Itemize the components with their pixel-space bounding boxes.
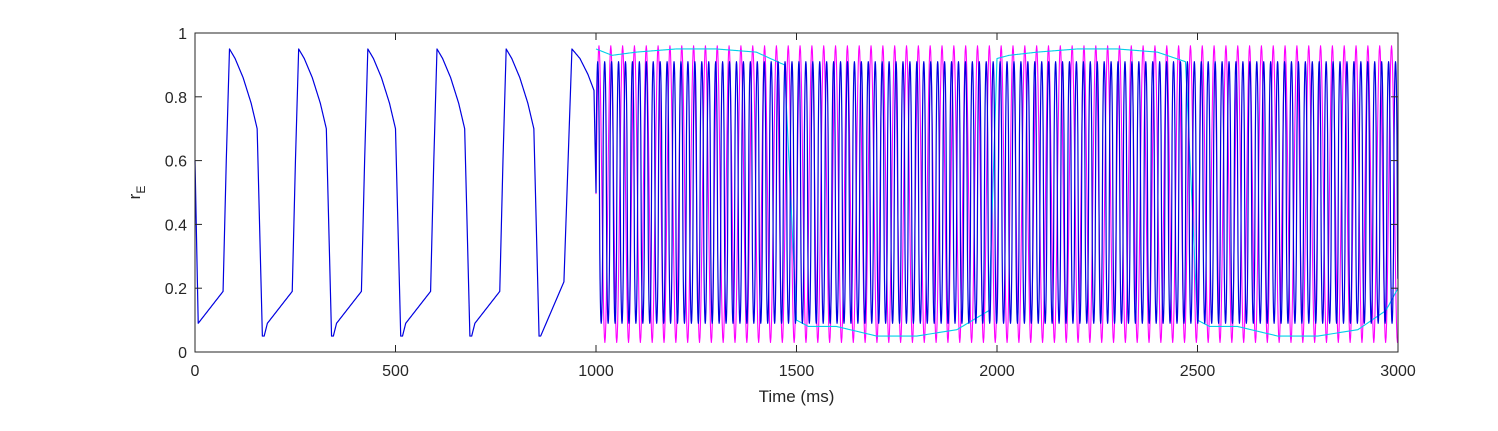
y-axis-label-subscript: E (134, 186, 148, 194)
x-axis-label: Time (ms) (759, 387, 835, 406)
y-tick-label: 0 (178, 345, 187, 362)
y-axis-label: rE (125, 186, 148, 200)
y-axis-label-main: r (125, 193, 144, 199)
x-tick-label: 1500 (779, 363, 815, 380)
x-tick-label: 1000 (578, 363, 614, 380)
y-ticks: 0 0.2 0.4 0.6 0.8 1 (165, 26, 1398, 362)
x-ticks: 0 500 1000 1500 2000 2500 3000 (191, 33, 1416, 380)
series-blue-line (194, 48, 1399, 337)
x-tick-label: 3000 (1380, 363, 1416, 380)
y-tick-label: 0.8 (165, 90, 187, 107)
x-tick-label: 500 (382, 363, 409, 380)
y-tick-label: 1 (178, 26, 187, 43)
y-tick-label: 0.2 (165, 281, 187, 298)
plot-lines (194, 45, 1399, 343)
series-magenta-line (595, 45, 1399, 343)
x-tick-label: 0 (191, 363, 200, 380)
y-tick-label: 0.6 (165, 154, 187, 171)
x-tick-label: 2500 (1180, 363, 1216, 380)
x-tick-label: 2000 (979, 363, 1015, 380)
series-cyan-line (595, 48, 1399, 337)
y-tick-label: 0.4 (165, 217, 187, 234)
